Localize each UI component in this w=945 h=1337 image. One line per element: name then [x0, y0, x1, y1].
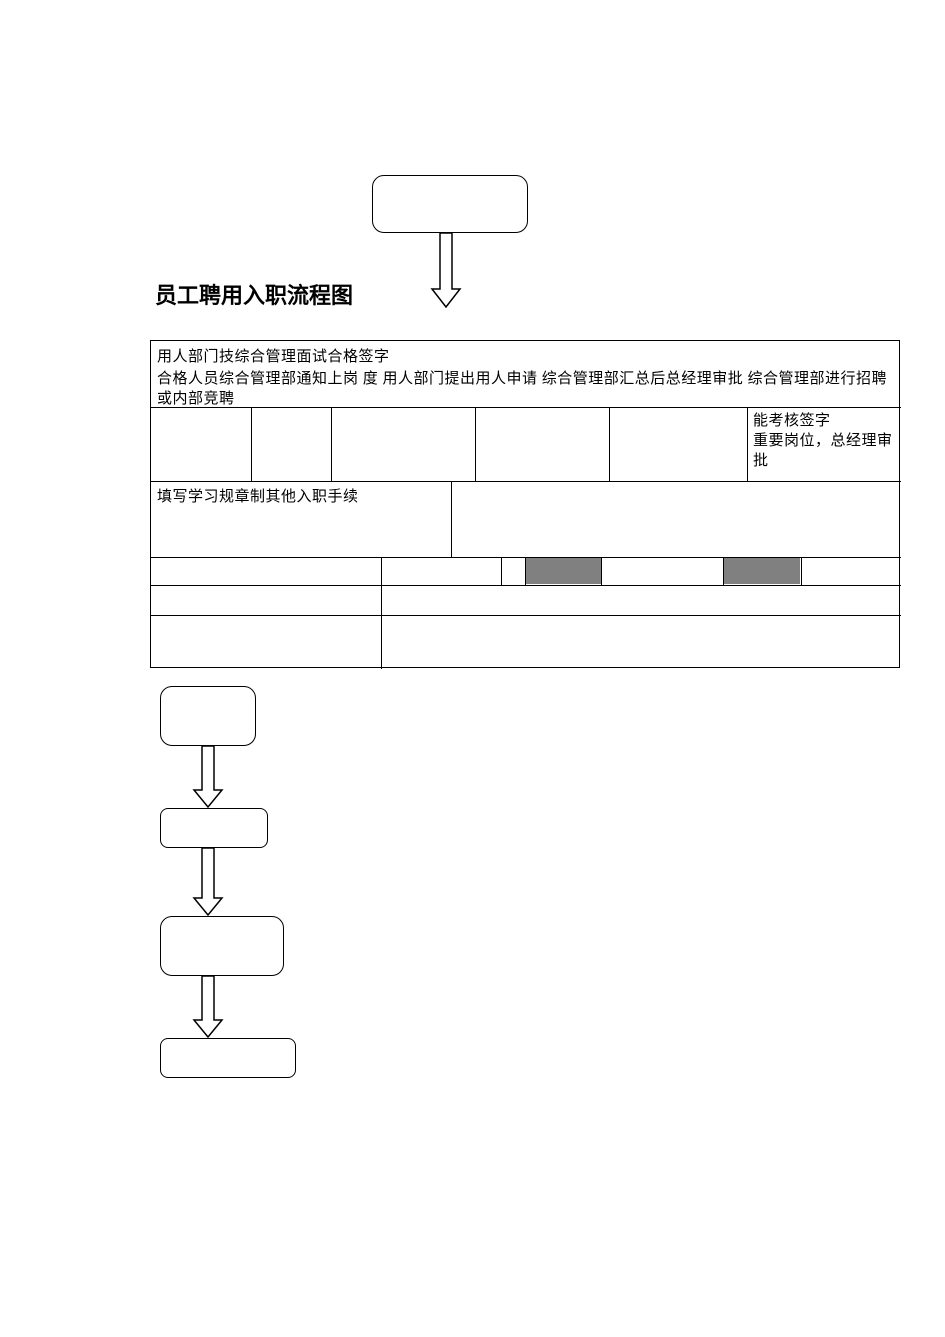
arrow-2 — [190, 746, 226, 808]
flow-node-2 — [160, 686, 256, 746]
grey-cell-1 — [526, 558, 601, 584]
arrow-4 — [190, 976, 226, 1038]
table-right-l1: 能考核签字 — [753, 411, 893, 431]
v-r2-6 — [747, 407, 748, 481]
table-text-r1: 用人部门技综合管理面试合格签字 — [157, 347, 893, 367]
grey-cell-2 — [724, 558, 800, 584]
table-right-l2: 重要岗位，总经理审批 — [753, 431, 893, 471]
flow-node-5 — [160, 1038, 296, 1078]
arrow-3 — [190, 848, 226, 916]
h5 — [151, 615, 901, 616]
v-r2-1 — [251, 407, 252, 481]
table-text-r2: 合格人员综合管理部通知上岗 度 用人部门提出用人申请 综合管理部汇总后总经理审批… — [157, 369, 893, 409]
v-r2-3 — [475, 407, 476, 481]
h1 — [151, 407, 901, 408]
page-title: 员工聘用入职流程图 — [155, 278, 353, 310]
v-r4-1 — [381, 557, 382, 585]
flow-node-4 — [160, 916, 284, 976]
v-r4-4 — [601, 557, 602, 585]
v-r2-2 — [331, 407, 332, 481]
v-r4-2 — [501, 557, 502, 585]
table-text-r3: 填写学习规章制其他入职手续 — [157, 487, 447, 507]
v-r2-4 — [609, 407, 610, 481]
v-r5-1 — [381, 585, 382, 615]
v-r4-6 — [801, 557, 802, 585]
page-root: 员工聘用入职流程图 用人部门技综合管理面试合格签字 合格人员综合管理部通知上岗 … — [0, 0, 945, 1337]
process-table: 用人部门技综合管理面试合格签字 合格人员综合管理部通知上岗 度 用人部门提出用人… — [150, 340, 900, 668]
v-r3-1 — [451, 481, 452, 557]
v-r6-1 — [381, 615, 382, 669]
flow-node-3 — [160, 808, 268, 848]
h2 — [151, 481, 901, 482]
arrow-1 — [428, 233, 464, 308]
flow-node-1 — [372, 175, 528, 233]
h4 — [151, 585, 901, 586]
